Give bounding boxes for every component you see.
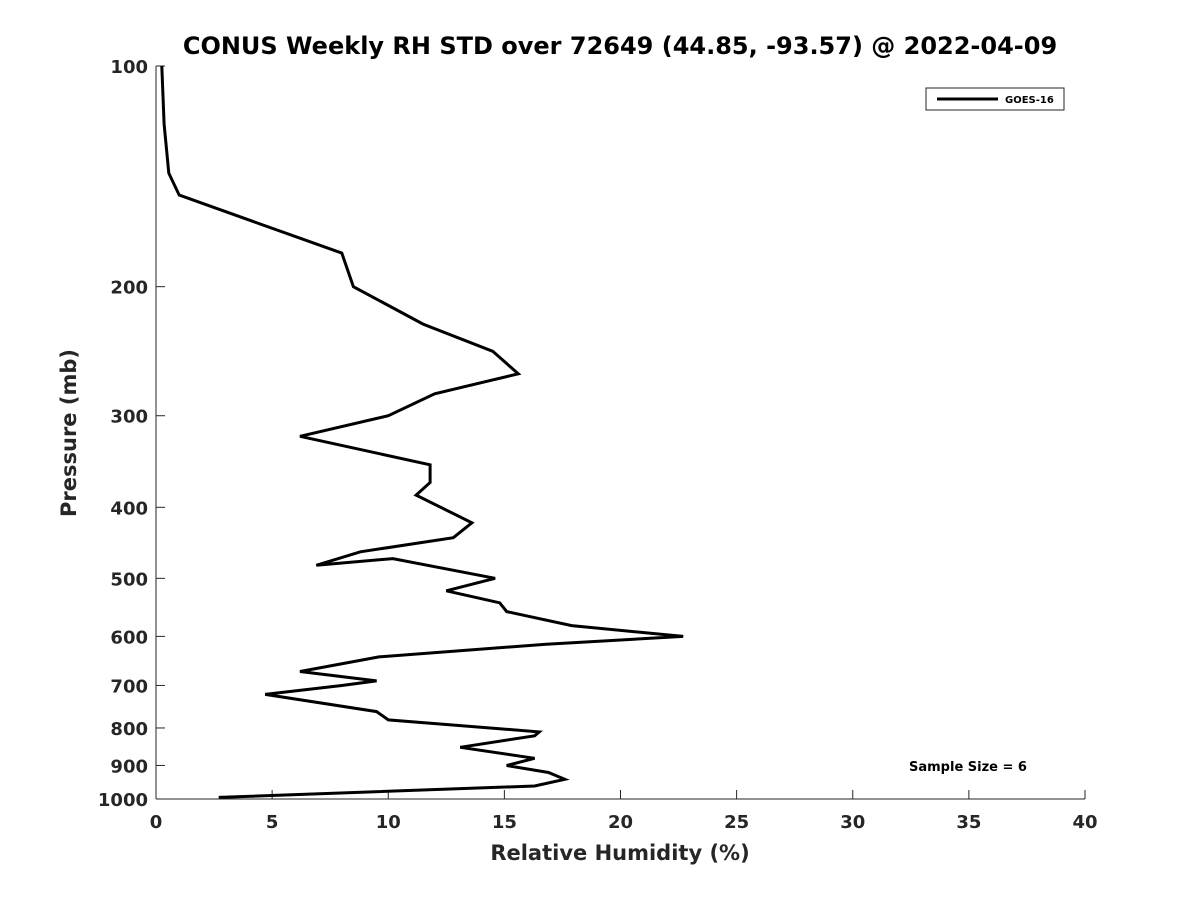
axes bbox=[155, 66, 1085, 800]
x-tick-label: 15 bbox=[492, 812, 517, 833]
legend-label: GOES-16 bbox=[1005, 95, 1054, 106]
y-tick-label: 1000 bbox=[98, 790, 148, 811]
y-tick-label: 800 bbox=[110, 719, 148, 740]
x-ticks: 0 5 10 15 20 25 30 35 40 bbox=[150, 790, 1098, 833]
y-tick-label: 200 bbox=[110, 278, 148, 299]
y-tick-label: 600 bbox=[110, 627, 148, 648]
sample-size-annotation: Sample Size = 6 bbox=[909, 760, 1027, 775]
y-tick-label: 700 bbox=[110, 676, 148, 697]
x-axis-label: Relative Humidity (%) bbox=[490, 841, 749, 865]
y-tick-label: 300 bbox=[110, 407, 148, 428]
x-tick-label: 35 bbox=[956, 812, 981, 833]
x-tick-label: 5 bbox=[266, 812, 279, 833]
y-tick-label: 400 bbox=[110, 498, 148, 519]
x-tick-label: 40 bbox=[1072, 812, 1097, 833]
y-axis-label: Pressure (mb) bbox=[57, 349, 81, 517]
y-tick-label: 900 bbox=[110, 756, 148, 777]
y-tick-label: 100 bbox=[110, 57, 148, 78]
legend: GOES-16 bbox=[925, 87, 1065, 111]
x-tick-label: 20 bbox=[608, 812, 633, 833]
x-tick-label: 30 bbox=[840, 812, 865, 833]
x-tick-label: 10 bbox=[376, 812, 401, 833]
y-tick-label: 500 bbox=[110, 569, 148, 590]
y-ticks: 100 200 300 400 500 600 700 800 900 1000 bbox=[98, 57, 165, 811]
x-tick-label: 25 bbox=[724, 812, 749, 833]
chart-title: CONUS Weekly RH STD over 72649 (44.85, -… bbox=[183, 32, 1057, 60]
series-group bbox=[160, 65, 684, 799]
x-tick-label: 0 bbox=[150, 812, 163, 833]
series-line-goes-16 bbox=[160, 65, 684, 799]
